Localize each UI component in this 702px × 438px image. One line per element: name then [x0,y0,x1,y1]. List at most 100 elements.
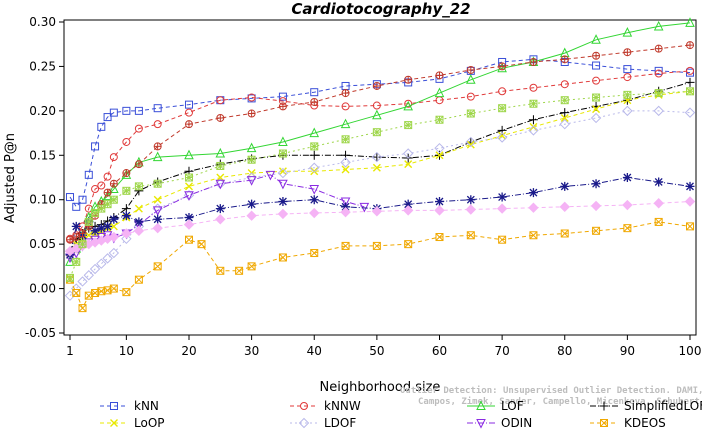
marker-shape [184,235,193,244]
marker-shape [402,205,414,216]
data-point-lof [497,62,507,73]
legend-item-loop: LoOP [100,416,165,430]
data-point-kdeos [109,284,118,293]
marker-shape [560,96,569,105]
marker-shape [78,240,87,248]
data-point-ldf [122,169,131,178]
data-point-ldf [623,48,632,57]
series-line-inflo [69,90,691,279]
data-point-cof [71,221,81,231]
marker-shape [498,87,507,96]
data-point-inflo [66,273,74,282]
x-axis-label: Neighborhood size [320,380,441,395]
marker-shape [246,176,257,186]
y-tick-label: 0.25 [29,59,56,73]
data-point-lof [591,34,601,44]
marker-shape [65,256,75,266]
marker-shape [529,231,538,240]
series-loop [66,87,694,258]
marker-shape [66,193,74,202]
data-point-kdeos [435,233,444,242]
legend-item-ldof: LDOF [290,416,356,430]
marker-shape [498,235,506,244]
data-point-fastabod [340,206,351,218]
marker-shape [372,109,382,120]
marker-shape [84,170,93,179]
data-point-kdeos [184,235,193,244]
data-point-odin [215,179,226,190]
data-point-cof [528,188,538,198]
marker-shape [309,127,320,138]
marker-shape [279,102,287,110]
marker-shape [560,80,569,89]
x-tick-label: 100 [679,344,702,358]
marker-shape [72,289,81,297]
marker-shape [197,240,206,249]
marker-shape [135,182,143,191]
marker-shape [298,417,310,429]
marker-shape [103,286,112,295]
data-point-ldf [404,75,413,84]
marker-shape [623,65,632,74]
data-point-inflo [686,87,694,96]
marker-shape [465,136,477,148]
marker-shape [72,289,81,298]
marker-shape [309,207,320,219]
marker-shape [309,185,320,195]
marker-shape [653,105,664,117]
data-point-inflo [109,195,118,204]
marker-shape [135,275,143,284]
data-point-kdeos [247,262,256,271]
data-point-loop [134,204,143,213]
marker-shape [184,100,193,109]
data-point-odin [184,191,194,201]
data-point-knnw [592,76,601,85]
data-point-loop [372,163,381,172]
marker-shape [599,401,609,411]
data-point-ldof [590,112,602,124]
data-point-ldof [340,157,351,168]
marker-shape [97,181,106,190]
marker-shape [122,169,130,177]
data-point-fastabod [371,206,383,217]
marker-shape [560,181,570,191]
marker-shape [216,114,224,122]
marker-shape [122,288,131,297]
marker-shape [654,218,663,226]
marker-shape [622,173,632,182]
marker-shape [109,284,118,293]
data-point-lof [340,118,351,129]
marker-shape [278,136,288,146]
series-line-kdeos [69,221,691,310]
marker-shape [372,101,381,110]
data-point-knnw [97,181,106,190]
data-point-cof [560,181,570,191]
marker-shape [465,204,477,215]
marker-shape [529,58,537,66]
marker-shape [309,195,319,205]
data-point-fastabod [496,203,508,214]
marker-shape [373,82,381,90]
data-point-cof [184,212,194,222]
marker-shape [404,160,413,169]
data-point-inflo [97,204,106,213]
data-point-ldf [466,65,475,74]
marker-shape [466,92,475,101]
marker-shape [592,61,601,70]
data-point-kdeos [122,288,131,297]
marker-shape [66,274,74,282]
marker-shape [235,266,243,275]
data-point-loop [529,122,538,131]
marker-shape [153,179,162,188]
data-point-simplifiedlof [560,108,570,118]
marker-shape [592,93,600,102]
marker-shape [684,196,696,207]
data-point-inflo [78,240,87,249]
data-point-fastabod [434,205,445,216]
marker-shape [655,45,663,53]
marker-shape [197,240,206,248]
legend-swatch-marker [599,401,609,411]
marker-shape [371,151,383,163]
x-tick-label: 50 [369,344,384,358]
series-inflo [66,87,694,282]
